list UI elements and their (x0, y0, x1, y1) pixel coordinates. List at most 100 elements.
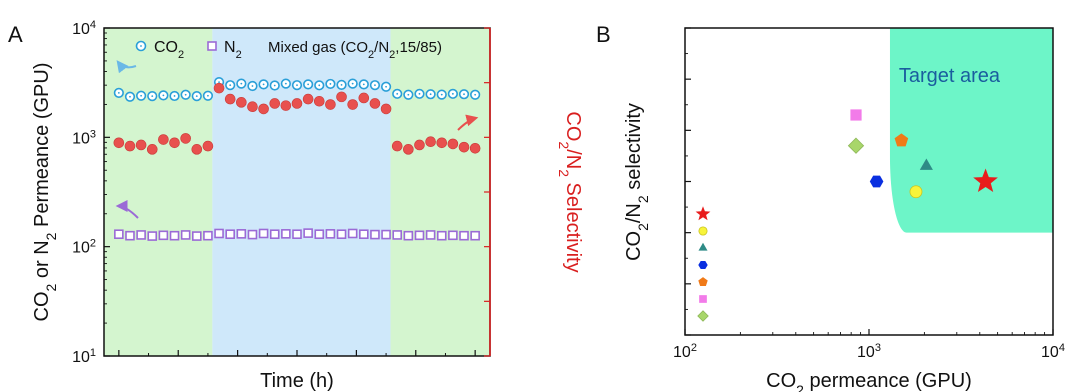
subscript: 2 (556, 141, 572, 149)
a-co2-point-dot (207, 94, 209, 97)
a-n2-point (125, 230, 135, 241)
a-co2-point-dot (218, 81, 220, 84)
a-co2-point-dot (463, 93, 465, 96)
a-co2-point-dot (474, 93, 477, 96)
a-selectivity-point (180, 133, 191, 144)
subscript: 2 (556, 169, 572, 177)
a-n2-point (258, 228, 269, 239)
a-n2-point (470, 230, 480, 241)
a-legend-co2-label: CO2 (154, 39, 184, 61)
panel-b-letter: B (596, 22, 611, 47)
tick-exponent: 1 (90, 347, 96, 359)
a-n2-point (392, 230, 403, 240)
a-co2-point-dot (129, 95, 131, 98)
a-selectivity-point (447, 138, 459, 150)
tick-base: 10 (673, 344, 691, 361)
a-n2-point (370, 229, 380, 240)
a-selectivity-point (313, 95, 325, 107)
a-n2-point (336, 229, 347, 240)
text-part: Mixed gas (CO (268, 39, 368, 56)
a-selectivity-point (258, 103, 269, 115)
a-co2-point-dot (340, 83, 343, 86)
subscript: 2 (635, 223, 651, 231)
b-target-area (889, 28, 1053, 233)
tick-exponent: 2 (90, 238, 96, 250)
a-n2-point (158, 230, 169, 241)
b-y-axis (685, 27, 691, 336)
a-y-left-tick-label: 104 (72, 19, 96, 38)
a-n2-point (347, 228, 358, 239)
subscript: 2 (43, 232, 59, 240)
a-y-axis-right (484, 27, 491, 357)
b-x-tick-label: 104 (1041, 342, 1065, 361)
a-n2-point (191, 231, 202, 241)
text-part: /N (623, 203, 645, 223)
tick-base: 10 (72, 349, 90, 366)
a-legend: CO2 N2 Mixed gas (CO2/N2,15/85) (135, 39, 442, 61)
subscript: 2 (389, 49, 395, 61)
a-n2-point (448, 230, 458, 241)
a-co2-point-dot (173, 95, 176, 97)
panel-b: B Target area 102 103 104 CO2 permeance (G… (596, 22, 1065, 392)
a-x-axis-label: Time (h) (260, 370, 334, 392)
a-n2-point (325, 229, 336, 239)
a-legend-mixed-label: Mixed gas (CO2/N2,15/85) (268, 39, 442, 61)
b-point-pgo-mil-140c-ptmsp (869, 175, 884, 188)
a-y-axis-label-left: CO2 or N2 Permeance (GPU) (31, 63, 59, 322)
a-co2-point-dot (262, 83, 265, 86)
a-x-axis (118, 350, 476, 356)
a-co2-point-dot (284, 82, 287, 85)
a-arrow-selectivity (457, 114, 479, 131)
a-co2-point-dot (151, 95, 154, 98)
a-n2-point (136, 230, 146, 240)
a-selectivity-point (358, 92, 370, 104)
a-arrow-n2 (115, 200, 139, 219)
tick-exponent: 4 (90, 19, 96, 31)
a-region-band (390, 28, 490, 356)
b-x-axis-label: CO2 permeance (GPU) (766, 370, 972, 392)
a-y-left-tick-label: 103 (72, 128, 96, 147)
a-selectivity-point (291, 98, 303, 109)
a-n2-point (114, 229, 124, 240)
a-selectivity-point (336, 91, 347, 103)
b-x-tick-label: 103 (857, 342, 881, 361)
panel-a-letter: A (8, 22, 23, 47)
a-selectivity-point (247, 101, 258, 113)
a-co2-point-dot (296, 84, 298, 87)
a-n2-point (247, 229, 258, 240)
a-n2-point (314, 229, 325, 240)
subscript: 2 (368, 49, 374, 61)
a-n2-point (425, 230, 436, 240)
a-n2-point (436, 230, 447, 241)
a-co2-point-dot (140, 94, 143, 97)
b-target-area-label: Target area (899, 65, 1001, 87)
a-n2-point (214, 228, 224, 239)
a-selectivity-point (224, 93, 236, 105)
b-legend-marker (698, 261, 708, 269)
a-selectivity-point (124, 140, 136, 152)
subscript: 2 (178, 49, 184, 61)
a-selectivity-point (269, 98, 281, 109)
a-n2-point (225, 229, 235, 240)
subscript: 2 (796, 382, 804, 392)
a-legend-n2-marker (207, 41, 217, 51)
a-regions (104, 28, 490, 356)
text-part: CO (154, 39, 178, 56)
a-co2-point-dot (117, 91, 120, 94)
a-co2-point-dot (440, 93, 443, 96)
b-point-xlpeg-cof-lzu1 (909, 185, 923, 199)
b-y-axis-label: CO2/N2 selectivity (623, 103, 651, 261)
a-co2-point-dot (318, 84, 321, 87)
a-co2-point-dot (307, 83, 310, 86)
a-selectivity-point (347, 99, 358, 110)
a-n2-point (414, 230, 425, 241)
a-n2-point (292, 229, 302, 240)
a-selectivity-point (458, 141, 470, 153)
text-part: CO (31, 292, 53, 322)
tick-base: 10 (1041, 344, 1059, 361)
a-selectivity-point (403, 144, 414, 155)
a-co2-point-dot (162, 94, 165, 97)
text-part: permeance (GPU) (804, 370, 972, 392)
a-co2-point-dot (229, 84, 232, 87)
a-selectivity-point (146, 144, 158, 155)
